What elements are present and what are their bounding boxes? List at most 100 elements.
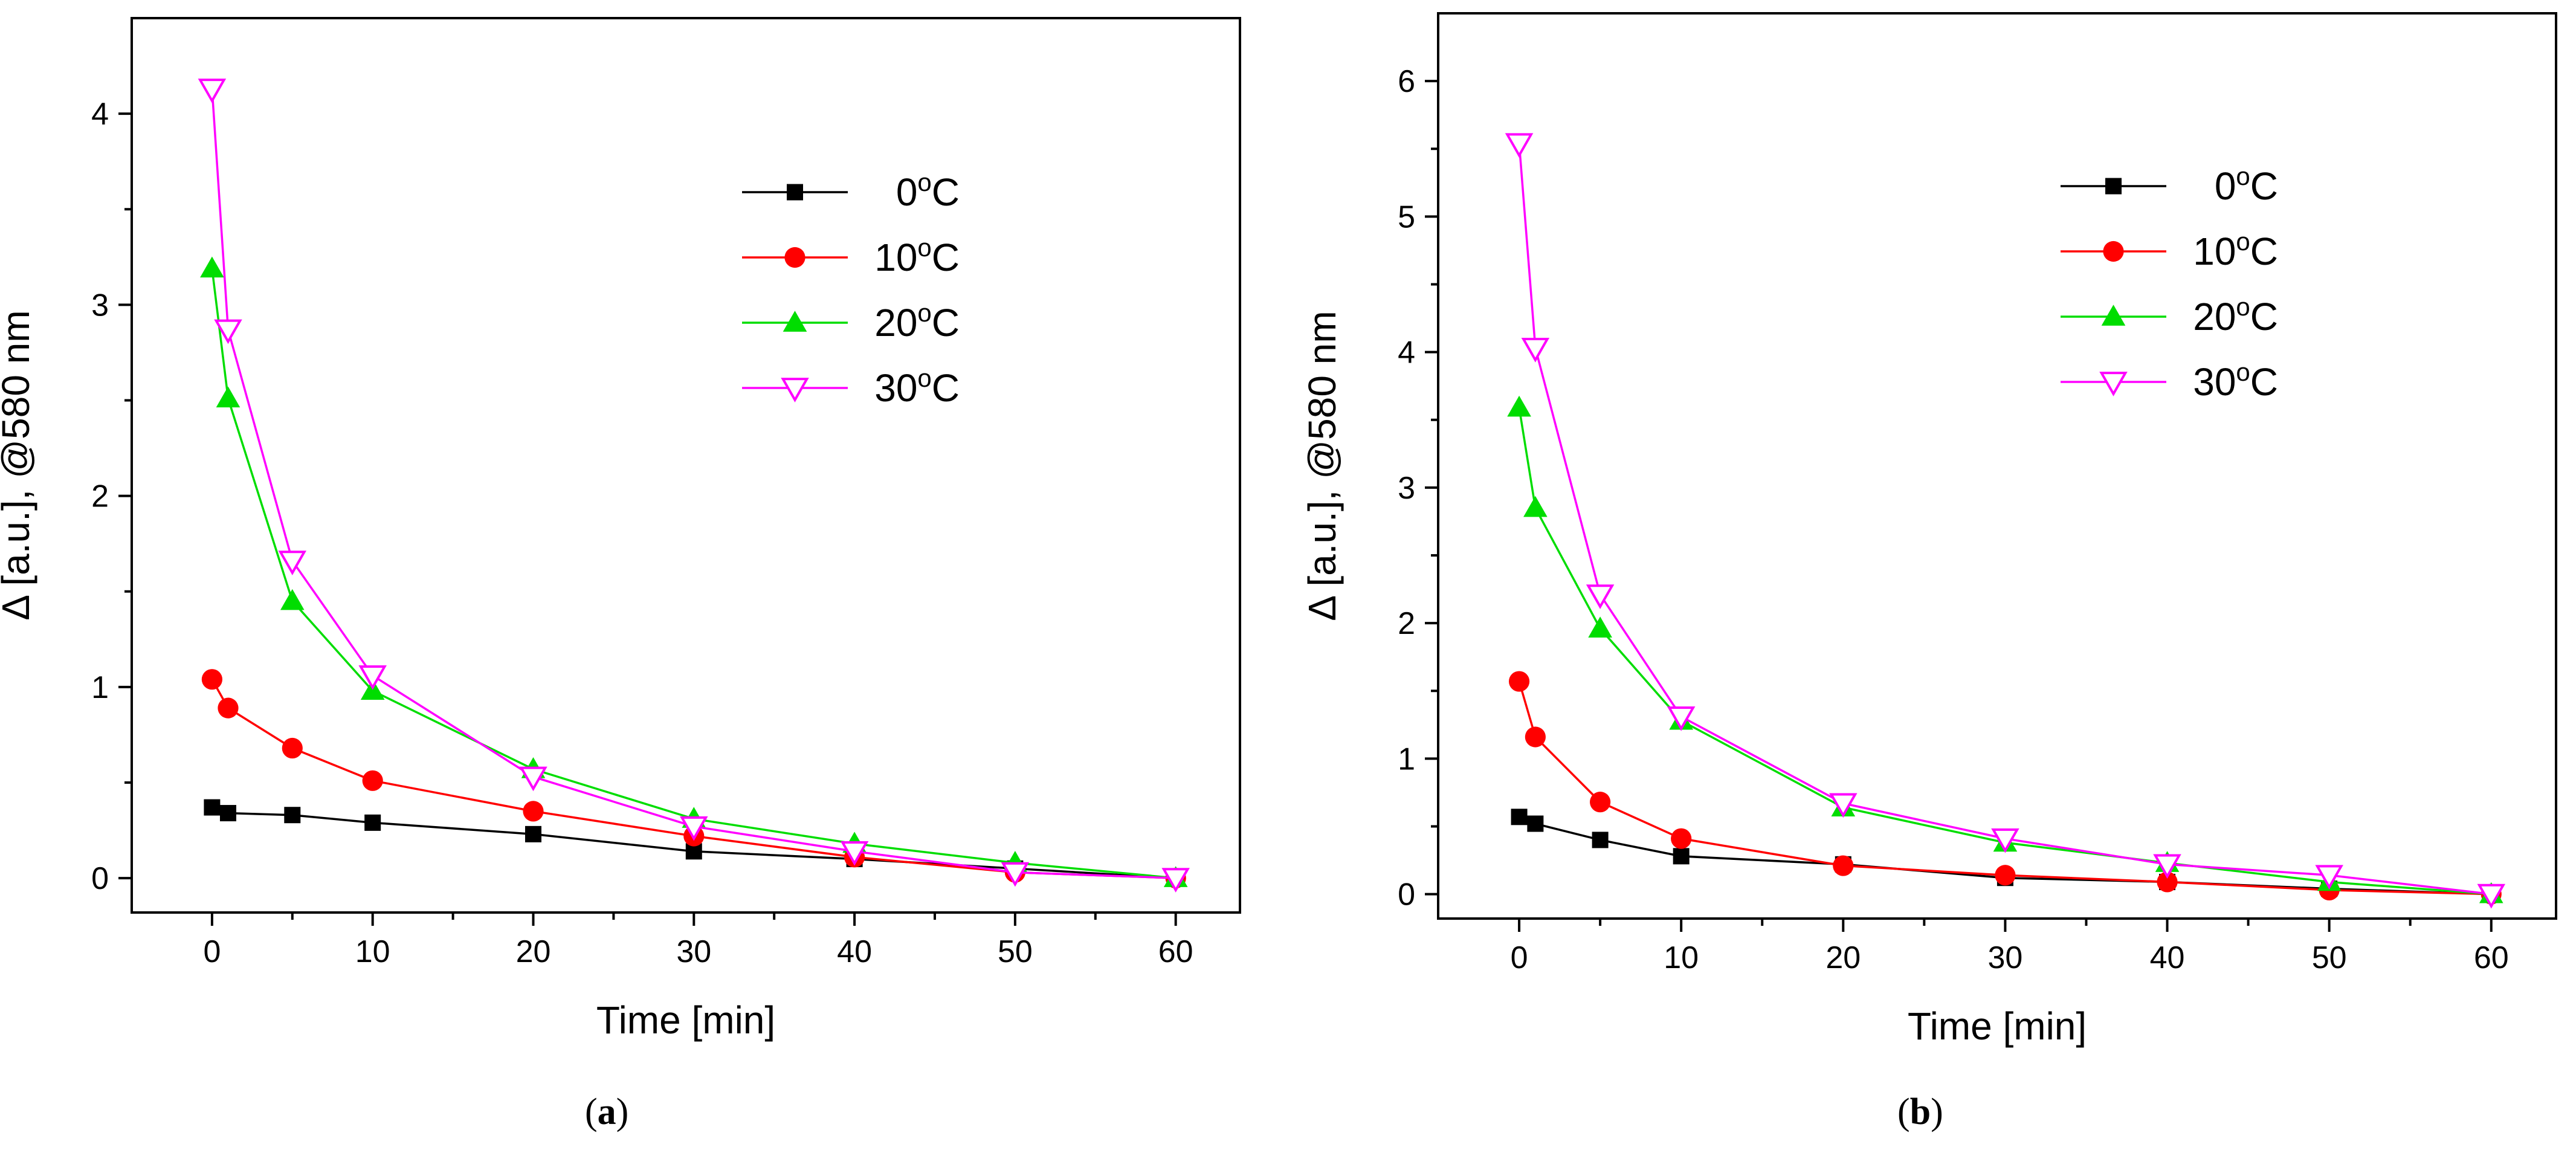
data-point [358,665,387,690]
data-point [198,79,227,103]
legend-marker [781,378,809,402]
data-point [1671,828,1692,849]
data-point [1161,868,1190,893]
y-tick-label: 5 [1398,199,1415,234]
data-point [219,805,236,822]
data-point [1508,671,1530,692]
y-tick-label: 0 [1398,877,1415,913]
legend-marker [784,247,805,268]
data-point [218,697,239,719]
series-line [1518,143,2491,896]
data-point [216,386,240,408]
y-tick-label: 0 [91,861,109,896]
legend-label: 10oC [874,233,960,279]
series-30C [198,79,1190,893]
y-axis-label: Δ [a.u.], @580 nm [1305,311,1344,621]
plot-frame [131,17,1241,914]
x-axis-label: Time [min] [1908,1004,2087,1048]
data-point [2153,854,2181,879]
series-20C [200,256,1188,887]
data-point [840,841,869,866]
data-point [1523,496,1548,517]
data-point [1507,395,1531,417]
y-axis-label: Δ [a.u.], @580 nm [0,310,37,620]
series-0C [1511,809,2500,903]
panel-label-a: (a) [585,1091,629,1132]
data-point [1592,832,1609,848]
data-point [214,319,242,344]
data-point [1001,862,1030,887]
data-point [1511,809,1528,825]
data-point [200,256,224,278]
x-tick-label: 0 [203,934,221,969]
legend-label: 0oC [2215,162,2278,208]
data-point [201,669,222,690]
legend-label: 20oC [874,299,960,344]
x-tick-label: 50 [2312,940,2347,975]
data-point [362,770,383,791]
series-line [1518,681,2491,896]
legend-label: 10oC [2193,227,2278,273]
series-30C [1505,133,2505,909]
data-point [1590,792,1611,813]
data-point [364,814,381,831]
data-point [523,801,544,822]
x-tick-label: 20 [1825,940,1861,975]
x-tick-label: 50 [998,934,1033,969]
data-point [1521,338,1550,363]
legend-label: 30oC [2193,358,2278,404]
x-tick-label: 40 [837,934,872,969]
x-tick-label: 30 [676,934,711,969]
x-tick-label: 60 [1158,934,1193,969]
data-point [1991,828,2019,853]
data-point [525,825,541,842]
legend: 0oC 10oC 20oC 30oC [742,168,960,410]
y-tick-label: 3 [1398,471,1415,506]
data-point [680,816,708,841]
data-point [1505,133,1534,158]
data-point [1527,815,1544,832]
y-tick-label: 3 [91,288,109,323]
x-tick-label: 10 [1664,940,1699,975]
data-point [1829,793,1858,818]
data-point [284,807,301,824]
data-point [1673,848,1690,865]
x-tick-label: 0 [1511,940,1528,975]
legend-label: 30oC [874,364,960,410]
data-point [280,589,305,610]
y-tick-label: 1 [1398,741,1415,777]
data-point [2315,865,2343,890]
x-tick-label: 40 [2150,940,2185,975]
legend: 0oC 10oC 20oC 30oC [2061,162,2278,404]
series-line [211,88,1176,879]
data-point [278,551,307,575]
data-point [282,737,303,759]
series-line [211,268,1176,879]
legend-marker [2103,241,2124,262]
x-tick-label: 60 [2474,940,2509,975]
data-point [1995,865,2016,886]
data-point [204,799,221,816]
y-tick-label: 1 [91,670,109,705]
y-tick-label: 2 [1398,606,1415,641]
series-line [1518,407,2491,896]
legend-label: 20oC [2193,292,2278,338]
legend-marker [787,184,803,201]
data-point [2477,883,2505,909]
data-point [1588,616,1612,638]
legend-marker [2099,372,2128,396]
legend-marker [783,311,807,332]
x-tick-label: 10 [355,934,390,969]
chart-panel-b: 0 10 20 30 40 50 60 0 1 2 3 4 5 6 Time [min] Δ [a.u.], … [1305,12,2557,1048]
x-tick-label: 30 [1987,940,2022,975]
data-point [519,766,547,792]
y-tick-label: 4 [91,97,109,132]
y-tick-label: 6 [1398,64,1415,99]
legend-marker [2105,178,2122,195]
x-axis-label: Time [min] [596,998,775,1042]
y-tick-label: 4 [1398,335,1415,370]
legend-marker [2101,305,2126,326]
plot-frame [1437,12,2557,920]
data-point [2157,871,2178,893]
data-point [1667,706,1696,731]
